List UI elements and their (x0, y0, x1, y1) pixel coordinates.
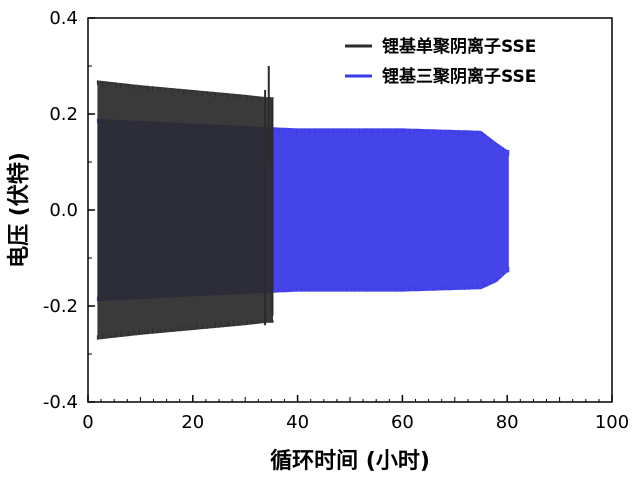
series-1 (96, 66, 274, 340)
legend: 锂基单聚阴离子SSE 锂基三聚阴离子SSE (345, 36, 536, 87)
x-tick-label: 0 (82, 412, 93, 433)
y-tick-label: 0.2 (49, 104, 78, 125)
x-tick-label: 100 (595, 412, 629, 433)
axes-layer: 0 20 40 60 80 100 -0.4 -0.2 0.0 0.2 0.4 (43, 8, 629, 433)
y-tick-label: 0.0 (49, 200, 78, 221)
y-tick-label: -0.4 (43, 392, 78, 413)
x-tick-label: 80 (496, 412, 519, 433)
y-axis-label: 电压 (伏特) (6, 152, 32, 268)
x-tick-label: 60 (391, 412, 414, 433)
y-tick-label: -0.2 (43, 296, 78, 317)
y-tick-label: 0.4 (49, 8, 78, 29)
legend-label: 锂基单聚阴离子SSE (382, 36, 536, 57)
legend-label: 锂基三聚阴离子SSE (382, 66, 536, 87)
series-1-oscillation (96, 80, 274, 340)
series-layer (96, 66, 510, 340)
x-axis-label: 循环时间 (小时) (270, 448, 430, 474)
series-1-band (97, 80, 274, 340)
x-tick-label: 40 (286, 412, 309, 433)
x-tick-label: 20 (181, 412, 204, 433)
